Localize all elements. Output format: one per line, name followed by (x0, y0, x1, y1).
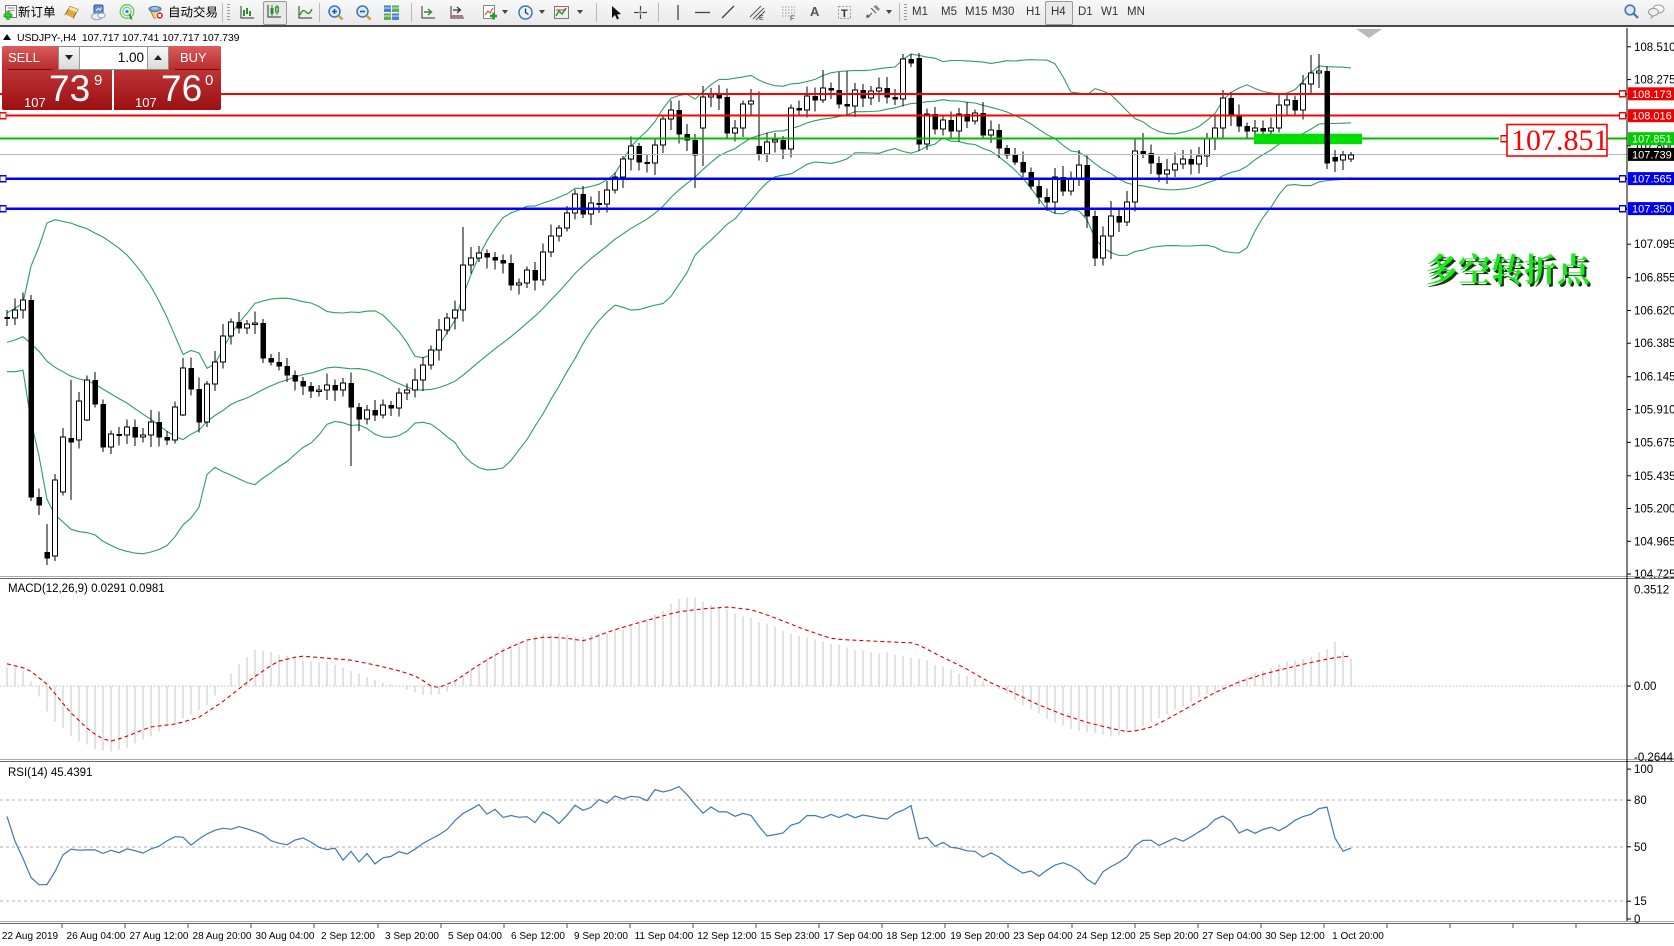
svg-text:T: T (841, 8, 848, 20)
svg-text:2 Sep 12:00: 2 Sep 12:00 (321, 931, 375, 942)
svg-text:MACD(12,26,9) 0.0291 0.0981: MACD(12,26,9) 0.0291 0.0981 (8, 583, 165, 595)
svg-text:107.851: 107.851 (1632, 134, 1672, 146)
svg-text:11 Sep 04:00: 11 Sep 04:00 (635, 931, 694, 942)
svg-text:27 Aug 12:00: 27 Aug 12:00 (130, 931, 189, 942)
svg-text:104.725: 104.725 (1634, 569, 1674, 581)
svg-text:106.145: 106.145 (1634, 372, 1674, 384)
svg-text:F: F (790, 16, 794, 22)
svg-text:30 Aug 04:00: 30 Aug 04:00 (256, 931, 315, 942)
svg-text:27 Sep 04:00: 27 Sep 04:00 (1202, 931, 1262, 942)
svg-text:80: 80 (1634, 795, 1647, 807)
svg-text:5 Sep 04:00: 5 Sep 04:00 (448, 931, 502, 942)
svg-text:9 Sep 20:00: 9 Sep 20:00 (574, 931, 628, 942)
svg-text:104.965: 104.965 (1634, 536, 1674, 548)
svg-text:24 Sep 12:00: 24 Sep 12:00 (1076, 931, 1136, 942)
svg-text:23 Sep 04:00: 23 Sep 04:00 (1013, 931, 1073, 942)
svg-text:50: 50 (1634, 842, 1647, 854)
svg-text:107.739: 107.739 (1632, 149, 1672, 161)
svg-text:18 Sep 12:00: 18 Sep 12:00 (886, 931, 946, 942)
svg-text:1 Oct 20:00: 1 Oct 20:00 (1332, 931, 1384, 942)
svg-text:-0.2644: -0.2644 (1634, 752, 1674, 764)
svg-text:105.200: 105.200 (1634, 504, 1674, 516)
svg-text:15 Sep 23:00: 15 Sep 23:00 (760, 931, 820, 942)
svg-text:100: 100 (1634, 764, 1653, 776)
svg-text:0.00: 0.00 (1634, 681, 1656, 693)
svg-text:30 Sep 12:00: 30 Sep 12:00 (1265, 931, 1325, 942)
svg-text:0: 0 (1634, 914, 1640, 926)
svg-text:108.016: 108.016 (1632, 111, 1672, 123)
svg-text:105.910: 105.910 (1634, 405, 1674, 417)
svg-text:107.851: 107.851 (1511, 124, 1609, 157)
svg-text:105.675: 105.675 (1634, 437, 1674, 449)
svg-text:25 Sep 20:00: 25 Sep 20:00 (1139, 931, 1199, 942)
svg-text:108.510: 108.510 (1634, 42, 1674, 54)
svg-text:26 Aug 04:00: 26 Aug 04:00 (67, 931, 126, 942)
svg-text:15: 15 (1634, 896, 1647, 908)
svg-text:12 Sep 12:00: 12 Sep 12:00 (697, 931, 757, 942)
svg-text:RSI(14) 45.4391: RSI(14) 45.4391 (8, 767, 92, 779)
svg-text:E: E (759, 15, 764, 21)
svg-text:107.095: 107.095 (1634, 239, 1674, 251)
svg-text:107.350: 107.350 (1632, 204, 1672, 216)
svg-text:108.173: 108.173 (1632, 89, 1672, 101)
svg-text:3 Sep 20:00: 3 Sep 20:00 (385, 931, 439, 942)
svg-text:106.855: 106.855 (1634, 273, 1674, 285)
svg-text:107.565: 107.565 (1632, 174, 1672, 186)
svg-text:28 Aug 20:00: 28 Aug 20:00 (193, 931, 252, 942)
svg-text:105.435: 105.435 (1634, 471, 1674, 483)
svg-text:106.620: 106.620 (1634, 306, 1674, 318)
svg-text:106.385: 106.385 (1634, 338, 1674, 350)
svg-text:19 Sep 20:00: 19 Sep 20:00 (950, 931, 1010, 942)
svg-text:108.275: 108.275 (1634, 75, 1674, 87)
svg-text:0.3512: 0.3512 (1634, 585, 1669, 597)
svg-text:22 Aug 2019: 22 Aug 2019 (2, 931, 59, 942)
svg-text:6 Sep 12:00: 6 Sep 12:00 (511, 931, 565, 942)
svg-text:17 Sep 04:00: 17 Sep 04:00 (823, 931, 883, 942)
